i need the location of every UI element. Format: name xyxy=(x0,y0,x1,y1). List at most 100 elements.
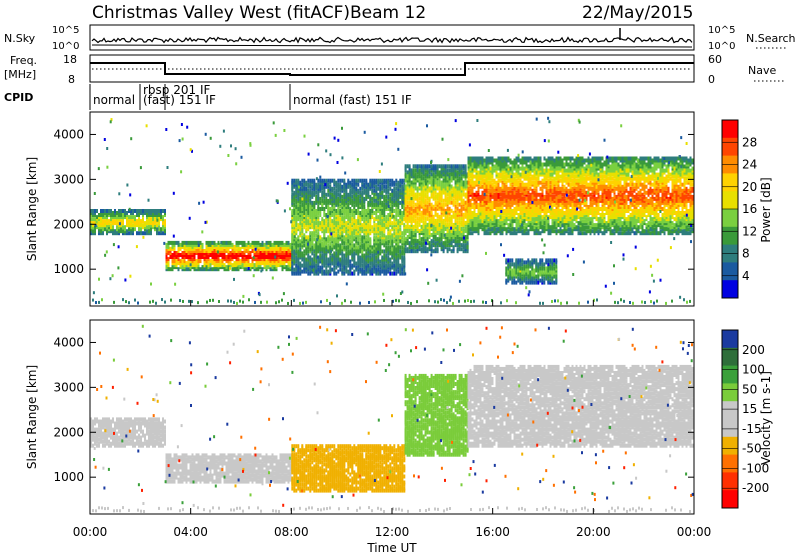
echo-cell xyxy=(335,194,338,199)
echo-cell xyxy=(349,180,352,185)
echo-cell xyxy=(315,182,318,187)
echo-cell xyxy=(450,164,453,169)
echo-cell xyxy=(120,209,122,213)
echo-cell xyxy=(501,166,504,171)
echo-cell xyxy=(337,215,340,220)
echo-cell xyxy=(162,215,164,220)
echo-cell xyxy=(531,221,534,226)
echo-cell xyxy=(317,231,320,236)
echo-cell xyxy=(422,220,425,225)
echo-cell xyxy=(205,259,208,264)
echo-cell xyxy=(389,178,392,183)
echo-cell xyxy=(269,257,272,262)
echo-cell xyxy=(519,211,522,215)
echo-cell xyxy=(247,257,250,262)
echo-cell xyxy=(471,176,474,181)
echo-cell xyxy=(489,180,492,185)
echo-cell xyxy=(122,209,124,213)
echo-cell xyxy=(469,219,472,224)
echo-cell xyxy=(475,166,478,171)
echo-cell xyxy=(353,225,356,230)
echo-cell xyxy=(418,212,421,217)
echo-cell xyxy=(410,188,413,193)
echo-cell xyxy=(205,240,208,245)
echo-cell xyxy=(353,243,356,248)
echo-cell xyxy=(395,231,398,236)
echo-cell xyxy=(325,225,328,230)
nave-label: Nave xyxy=(748,64,776,77)
echo-cell xyxy=(503,225,506,230)
echo-cell xyxy=(375,225,378,230)
echo-cell xyxy=(501,164,504,169)
echo-cell xyxy=(493,178,496,183)
echo-cell xyxy=(401,194,404,199)
echo-cell xyxy=(273,240,276,245)
echo-cell xyxy=(383,225,386,230)
echo-cell xyxy=(363,225,366,230)
echo-cell xyxy=(410,216,413,221)
echo-cell xyxy=(349,233,352,238)
echo-cell xyxy=(420,188,423,193)
echo-cell xyxy=(225,240,228,245)
echo-cell xyxy=(517,227,520,232)
echo-cell xyxy=(444,222,447,227)
echo-cell xyxy=(379,259,382,264)
echo-cell xyxy=(401,255,404,260)
echo-cell xyxy=(519,184,522,189)
echo-cell xyxy=(381,249,384,254)
echo-cell xyxy=(323,213,326,217)
echo-cell xyxy=(90,223,92,228)
echo-cell xyxy=(341,205,344,209)
echo-cell xyxy=(369,209,372,213)
echo-cell xyxy=(309,219,312,224)
echo-cell xyxy=(399,200,402,205)
echo-cell xyxy=(357,215,360,220)
echo-cell xyxy=(291,253,294,258)
echo-cell xyxy=(359,225,362,230)
echo-cell xyxy=(509,172,512,177)
echo-cell xyxy=(265,265,268,270)
echo-cell xyxy=(335,209,338,213)
echo-cell xyxy=(331,247,334,252)
echo-cell xyxy=(424,178,427,183)
echo-cell xyxy=(454,237,457,242)
echo-cell xyxy=(325,245,328,250)
echo-cell xyxy=(391,247,394,252)
echo-cell xyxy=(367,184,370,189)
echo-cell xyxy=(375,178,378,183)
echo-cell xyxy=(501,176,504,181)
echo-cell xyxy=(523,225,526,230)
echo-cell xyxy=(499,207,502,211)
echo-cell xyxy=(434,241,437,246)
echo-cell xyxy=(219,253,222,257)
echo-cell xyxy=(167,261,170,266)
echo-cell xyxy=(335,253,338,258)
echo-cell xyxy=(347,215,350,220)
echo-cell xyxy=(467,215,470,220)
echo-cell xyxy=(309,243,312,248)
echo-cell xyxy=(365,184,368,189)
echo-cell xyxy=(120,227,122,232)
echo-cell xyxy=(162,225,164,230)
echo-cell xyxy=(339,263,342,268)
echo-cell xyxy=(473,162,476,167)
echo-cell xyxy=(150,227,152,232)
echo-cell xyxy=(335,215,338,220)
echo-cell xyxy=(391,253,394,258)
echo-cell xyxy=(329,178,332,183)
echo-cell xyxy=(509,205,512,209)
echo-cell xyxy=(460,243,463,248)
echo-cell xyxy=(373,217,376,222)
echo-cell xyxy=(416,239,419,244)
echo-cell xyxy=(471,194,474,199)
echo-cell xyxy=(432,204,435,209)
echo-cell xyxy=(313,215,316,220)
echo-cell xyxy=(434,168,437,173)
echo-cell xyxy=(503,164,506,169)
echo-cell xyxy=(529,166,532,171)
echo-cell xyxy=(315,233,318,238)
echo-cell xyxy=(263,242,266,247)
echo-cell xyxy=(527,194,530,199)
echo-cell xyxy=(207,267,210,272)
echo-cell xyxy=(507,194,510,199)
